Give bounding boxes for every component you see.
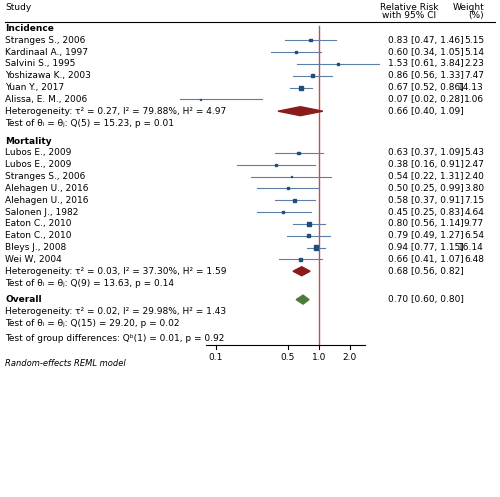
Text: Wei W, 2004: Wei W, 2004 (5, 255, 62, 264)
Text: 0.80 [0.56, 1.14]: 0.80 [0.56, 1.14] (388, 219, 463, 229)
Text: 5.14: 5.14 (464, 48, 484, 57)
FancyBboxPatch shape (337, 63, 339, 65)
Text: with 95% CI: with 95% CI (382, 11, 436, 20)
FancyBboxPatch shape (299, 258, 302, 261)
Text: 0.50 [0.25, 0.99]: 0.50 [0.25, 0.99] (388, 184, 463, 193)
FancyBboxPatch shape (297, 152, 300, 154)
Text: 0.70 [0.60, 0.80]: 0.70 [0.60, 0.80] (388, 295, 464, 304)
Text: Eaton C., 2010: Eaton C., 2010 (5, 219, 71, 229)
Text: 0.66 [0.40, 1.09]: 0.66 [0.40, 1.09] (388, 107, 463, 116)
Text: 4.64: 4.64 (464, 208, 484, 217)
FancyBboxPatch shape (282, 211, 284, 213)
FancyBboxPatch shape (314, 246, 318, 249)
Text: Lubos E., 2009: Lubos E., 2009 (5, 160, 71, 169)
Text: 0.94 [0.77, 1.15]: 0.94 [0.77, 1.15] (388, 243, 463, 252)
Polygon shape (296, 295, 309, 304)
Text: Overall: Overall (5, 295, 42, 304)
Text: 0.1: 0.1 (209, 352, 223, 361)
Text: Alehagen U., 2016: Alehagen U., 2016 (5, 184, 88, 193)
Text: 0.58 [0.37, 0.91]: 0.58 [0.37, 0.91] (388, 196, 464, 205)
FancyBboxPatch shape (310, 39, 312, 41)
Text: 0.83 [0.47, 1.46]: 0.83 [0.47, 1.46] (388, 36, 463, 45)
Text: 0.66 [0.41, 1.07]: 0.66 [0.41, 1.07] (388, 255, 463, 264)
Text: 6.54: 6.54 (464, 231, 484, 240)
FancyBboxPatch shape (308, 222, 310, 226)
Text: Study: Study (5, 3, 31, 12)
Text: 2.0: 2.0 (343, 352, 357, 361)
Text: (%): (%) (468, 11, 484, 20)
Text: Salvini S., 1995: Salvini S., 1995 (5, 59, 76, 69)
Text: Yoshizawa K., 2003: Yoshizawa K., 2003 (5, 71, 91, 80)
FancyBboxPatch shape (295, 51, 298, 53)
Text: 0.67 [0.52, 0.86]: 0.67 [0.52, 0.86] (388, 83, 463, 92)
Text: Incidence: Incidence (5, 24, 54, 33)
Text: Kardinaal A., 1997: Kardinaal A., 1997 (5, 48, 88, 57)
Text: 9.77: 9.77 (464, 219, 484, 229)
Text: Alehagen U., 2016: Alehagen U., 2016 (5, 196, 88, 205)
Text: 2.40: 2.40 (464, 172, 484, 181)
Text: 5.43: 5.43 (464, 149, 484, 158)
Text: 1.53 [0.61, 3.84]: 1.53 [0.61, 3.84] (388, 59, 463, 69)
Text: Heterogeneity: τ² = 0.02, I² = 29.98%, H² = 1.43: Heterogeneity: τ² = 0.02, I² = 29.98%, H… (5, 307, 226, 316)
Text: 0.54 [0.22, 1.31]: 0.54 [0.22, 1.31] (388, 172, 463, 181)
Text: Salonen J., 1982: Salonen J., 1982 (5, 208, 78, 217)
Text: Test of θᵢ = θⱼ: Q(9) = 13.63, p = 0.14: Test of θᵢ = θⱼ: Q(9) = 13.63, p = 0.14 (5, 278, 174, 288)
Text: Relative Risk: Relative Risk (380, 3, 438, 12)
Text: 6.48: 6.48 (464, 255, 484, 264)
Text: 3.80: 3.80 (464, 184, 484, 193)
FancyBboxPatch shape (275, 164, 276, 166)
FancyBboxPatch shape (290, 176, 292, 177)
Text: Mortality: Mortality (5, 137, 52, 146)
Text: Test of θᵢ = θⱼ: Q(15) = 29.20, p = 0.02: Test of θᵢ = θⱼ: Q(15) = 29.20, p = 0.02 (5, 319, 180, 328)
Text: Stranges S., 2006: Stranges S., 2006 (5, 172, 86, 181)
Text: Test of θᵢ = θⱼ: Q(5) = 15.23, p = 0.01: Test of θᵢ = θⱼ: Q(5) = 15.23, p = 0.01 (5, 118, 174, 128)
Text: 0.63 [0.37, 1.09]: 0.63 [0.37, 1.09] (388, 149, 464, 158)
Text: Eaton C., 2010: Eaton C., 2010 (5, 231, 71, 240)
Text: 5.15: 5.15 (464, 36, 484, 45)
Polygon shape (278, 107, 323, 116)
Text: 0.5: 0.5 (281, 352, 295, 361)
Polygon shape (293, 267, 310, 276)
Text: 1.0: 1.0 (312, 352, 326, 361)
Text: 0.07 [0.02, 0.28]: 0.07 [0.02, 0.28] (388, 95, 463, 104)
FancyBboxPatch shape (311, 74, 314, 77)
Text: 0.45 [0.25, 0.83]: 0.45 [0.25, 0.83] (388, 208, 463, 217)
Text: 7.47: 7.47 (464, 71, 484, 80)
Text: 0.68 [0.56, 0.82]: 0.68 [0.56, 0.82] (388, 267, 463, 276)
Text: 0.79 [0.49, 1.27]: 0.79 [0.49, 1.27] (388, 231, 463, 240)
Text: 0.38 [0.16, 0.91]: 0.38 [0.16, 0.91] (388, 160, 464, 169)
Text: 7.15: 7.15 (464, 196, 484, 205)
Text: Weight: Weight (452, 3, 484, 12)
Text: 14.13: 14.13 (458, 83, 484, 92)
Text: 2.47: 2.47 (464, 160, 484, 169)
Text: Heterogeneity: τ² = 0.03, I² = 37.30%, H² = 1.59: Heterogeneity: τ² = 0.03, I² = 37.30%, H… (5, 267, 226, 276)
Text: Stranges S., 2006: Stranges S., 2006 (5, 36, 86, 45)
FancyBboxPatch shape (287, 187, 289, 189)
Text: 0.86 [0.56, 1.33]: 0.86 [0.56, 1.33] (388, 71, 464, 80)
Text: Random-effects REML model: Random-effects REML model (5, 359, 126, 368)
FancyBboxPatch shape (293, 199, 296, 202)
Text: Bleys J., 2008: Bleys J., 2008 (5, 243, 66, 252)
FancyBboxPatch shape (299, 85, 303, 89)
Text: Alissa, E. M., 2006: Alissa, E. M., 2006 (5, 95, 87, 104)
Text: Yuan Y., 2017: Yuan Y., 2017 (5, 83, 64, 92)
Text: 1.06: 1.06 (464, 95, 484, 104)
Text: 2.23: 2.23 (464, 59, 484, 69)
FancyBboxPatch shape (307, 235, 310, 237)
Text: Test of group differences: Qᵇ(1) = 0.01, p = 0.92: Test of group differences: Qᵇ(1) = 0.01,… (5, 333, 224, 342)
Text: Heterogeneity: τ² = 0.27, I² = 79.88%, H² = 4.97: Heterogeneity: τ² = 0.27, I² = 79.88%, H… (5, 107, 226, 116)
Text: Lubos E., 2009: Lubos E., 2009 (5, 149, 71, 158)
Text: 16.14: 16.14 (458, 243, 484, 252)
Text: 0.60 [0.34, 1.05]: 0.60 [0.34, 1.05] (388, 48, 463, 57)
